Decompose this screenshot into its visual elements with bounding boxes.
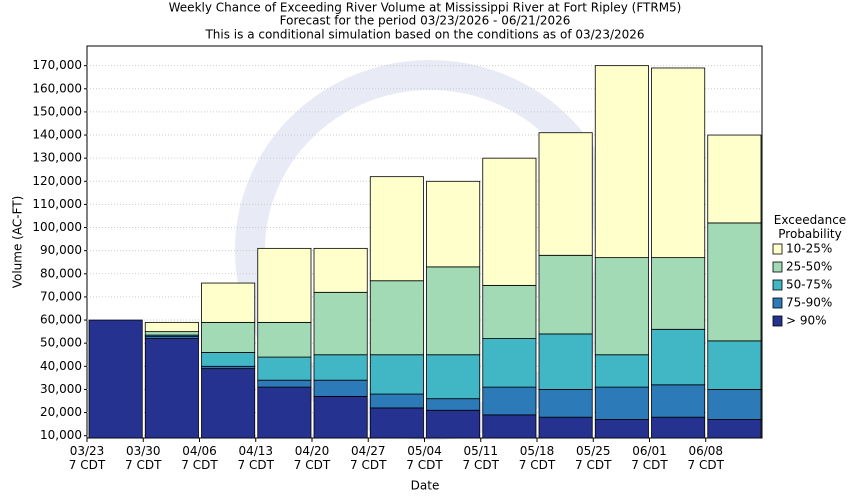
bar-segment — [482, 284, 537, 339]
bar-segment — [426, 354, 481, 400]
bar-segment — [369, 354, 424, 395]
bar-segment — [369, 280, 424, 356]
bar-segment — [201, 321, 256, 353]
y-tick-label: 80,000 — [40, 266, 82, 280]
bar-segment — [707, 222, 762, 342]
bar-segment — [538, 333, 593, 390]
bar-segment — [257, 379, 312, 388]
bar-segment — [482, 414, 537, 439]
x-tick-label: 03/23 7 CDT — [69, 444, 106, 472]
y-tick-label: 170,000 — [32, 58, 82, 72]
bar-segment — [594, 386, 649, 420]
bar-segment — [651, 257, 706, 330]
bar-segment — [313, 247, 368, 293]
bar-segment — [369, 393, 424, 409]
bar-segment — [707, 419, 762, 439]
bar-segment — [594, 354, 649, 388]
bar-segment — [594, 419, 649, 439]
x-tick-label: 04/06 7 CDT — [181, 444, 218, 472]
bar-segment — [426, 266, 481, 356]
y-tick-label: 60,000 — [40, 313, 82, 327]
bar-segment — [257, 386, 312, 439]
bar-segment — [144, 338, 199, 439]
legend-swatch — [772, 261, 783, 273]
bar-segment — [426, 409, 481, 439]
chart-subtitle: This is a conditional simulation based o… — [204, 28, 644, 42]
bar-segment — [369, 176, 424, 282]
bar-segment — [426, 180, 481, 268]
bar-segment — [257, 321, 312, 358]
legend-swatch — [772, 279, 783, 291]
y-tick-label: 90,000 — [40, 243, 82, 257]
bar-segment — [538, 416, 593, 439]
bar-segment — [538, 254, 593, 335]
bar-segment — [144, 321, 199, 333]
legend-label: 10-25% — [786, 242, 832, 256]
bar-segment — [651, 328, 706, 386]
bar-segment — [594, 257, 649, 356]
bar-segment — [482, 157, 537, 286]
chart-subtitle: Forecast for the period 03/23/2026 - 06/… — [280, 14, 571, 28]
legend-title: Exceedance Probability — [774, 213, 846, 241]
y-tick-label: 20,000 — [40, 405, 82, 419]
legend-label: 25-50% — [786, 260, 832, 274]
bar-segment — [201, 282, 256, 323]
bar-segment — [538, 389, 593, 418]
legend-label: > 90% — [786, 314, 827, 328]
bar-segment — [201, 368, 256, 439]
legend-swatch — [772, 315, 783, 327]
x-tick-label: 03/30 7 CDT — [125, 444, 162, 472]
y-axis-label: Volume (AC-FT) — [11, 196, 25, 289]
bar-segment — [651, 384, 706, 418]
bar-segment — [651, 416, 706, 439]
y-tick-label: 120,000 — [32, 174, 82, 188]
bar-segment — [313, 395, 368, 439]
bar-segment — [707, 389, 762, 420]
x-tick-label: 04/20 7 CDT — [294, 444, 331, 472]
y-tick-label: 70,000 — [40, 289, 82, 303]
y-tick-label: 40,000 — [40, 359, 82, 373]
bar-segment — [707, 340, 762, 390]
bar-segment — [426, 398, 481, 411]
legend-label: 75-90% — [786, 296, 832, 310]
bar-segment — [313, 291, 368, 356]
bar-segment — [369, 407, 424, 439]
y-tick-label: 30,000 — [40, 382, 82, 396]
y-tick-label: 10,000 — [40, 428, 82, 442]
x-tick-label: 05/18 7 CDT — [519, 444, 556, 472]
y-tick-label: 140,000 — [32, 128, 82, 142]
bar-segment — [257, 356, 312, 381]
x-axis-label: Date — [411, 479, 440, 493]
bar-segment — [257, 247, 312, 323]
x-tick-label: 06/01 7 CDT — [631, 444, 668, 472]
x-tick-label: 04/13 7 CDT — [238, 444, 275, 472]
y-tick-label: 130,000 — [32, 151, 82, 165]
y-tick-label: 50,000 — [40, 336, 82, 350]
bar-segment — [482, 386, 537, 416]
bar-segment — [594, 65, 649, 259]
y-tick-label: 110,000 — [32, 197, 82, 211]
x-tick-label: 04/27 7 CDT — [350, 444, 387, 472]
bar-segment — [88, 319, 143, 439]
x-tick-label: 05/11 7 CDT — [463, 444, 500, 472]
bar-segment — [651, 67, 706, 259]
bar-segment — [707, 134, 762, 224]
legend-swatch — [772, 243, 783, 255]
y-tick-label: 160,000 — [32, 81, 82, 95]
bar-segment — [313, 354, 368, 381]
x-tick-label: 05/04 7 CDT — [406, 444, 443, 472]
y-tick-label: 100,000 — [32, 220, 82, 234]
bar-segment — [313, 379, 368, 397]
legend-label: 50-75% — [786, 278, 832, 292]
bar-segment — [482, 338, 537, 388]
bar-segment — [538, 132, 593, 256]
y-tick-label: 150,000 — [32, 104, 82, 118]
x-tick-label: 05/25 7 CDT — [575, 444, 612, 472]
legend-swatch — [772, 297, 783, 309]
bar-segment — [144, 331, 199, 336]
bar-segment — [201, 352, 256, 367]
chart-title: Weekly Chance of Exceeding River Volume … — [169, 1, 682, 15]
x-tick-label: 06/08 7 CDT — [688, 444, 725, 472]
